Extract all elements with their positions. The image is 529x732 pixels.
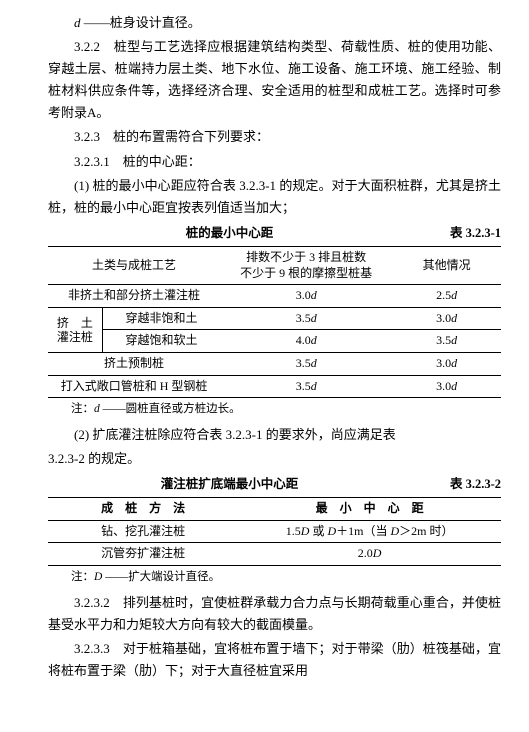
t2-r1c2: 1.5D 或 D＋1m（当 D＞2m 时） — [238, 520, 501, 543]
t1-side-l1: 挤 土 — [57, 316, 93, 330]
t1-r4c2: 3.5d — [220, 353, 392, 376]
t1-h2-l2: 不少于 9 根的摩擦型桩基 — [240, 266, 372, 280]
t1-h1: 土类与成桩工艺 — [48, 247, 220, 285]
t1-r3c2: 4.0d — [220, 330, 392, 353]
var-d: d — [74, 15, 81, 30]
table1-caption: 桩的最小中心距 — [48, 223, 411, 244]
t1-r2c3: 3.0d — [392, 307, 501, 330]
table-1: 土类与成桩工艺 排数不少于 3 排且桩数 不少于 9 根的摩擦型桩基 其他情况 … — [48, 246, 501, 398]
t2-r2c1: 沉管夯扩灌注桩 — [48, 543, 238, 566]
table-row: 土类与成桩工艺 排数不少于 3 排且桩数 不少于 9 根的摩擦型桩基 其他情况 — [48, 247, 501, 285]
t1-h3: 其他情况 — [392, 247, 501, 285]
table2-label: 表 3.2.3-2 — [411, 474, 501, 495]
t1-r1c3: 2.5d — [392, 285, 501, 308]
t2-r2c2: 2.0D — [238, 543, 501, 566]
p-3-2-3: 3.2.3 桩的布置需符合下列要求： — [48, 126, 501, 148]
table-row: 成 桩 方 法 最 小 中 心 距 — [48, 498, 501, 521]
table-row: 挤土预制桩 3.5d 3.0d — [48, 353, 501, 376]
table1-title-row: 桩的最小中心距 表 3.2.3-1 — [48, 223, 501, 244]
table-row: 沉管夯扩灌注桩 2.0D — [48, 543, 501, 566]
t1-r5c2: 3.5d — [220, 375, 392, 398]
t1-r5c1: 打入式敞口管桩和 H 型钢桩 — [48, 375, 220, 398]
t1-r5c3: 3.0d — [392, 375, 501, 398]
table-row: 穿越饱和软土 4.0d 3.5d — [48, 330, 501, 353]
t1-r2c2: 3.5d — [220, 307, 392, 330]
table-row: 非挤土和部分挤土灌注桩 3.0d 2.5d — [48, 285, 501, 308]
p-3-2-3-1: 3.2.3.1 桩的中心距： — [48, 151, 501, 173]
p-3-2-3-1-2a: (2) 扩底灌注桩除应符合表 3.2.3-1 的要求外，尚应满足表 — [48, 424, 501, 446]
t1-r4c1: 挤土预制桩 — [48, 353, 220, 376]
p-3-2-3-2: 3.2.3.2 排列基桩时，宜使桩群承载力合力点与长期荷载重心重合，并使桩基受水… — [48, 592, 501, 636]
t1-h2-l1: 排数不少于 3 排且桩数 — [246, 250, 366, 264]
t1-r1c2: 3.0d — [220, 285, 392, 308]
table2-caption: 灌注桩扩底端最小中心距 — [48, 474, 411, 495]
t1-r4c3: 3.0d — [392, 353, 501, 376]
p-3-2-2: 3.2.2 桩型与工艺选择应根据建筑结构类型、荷载性质、桩的使用功能、穿越土层、… — [48, 36, 501, 124]
t1-r2c1: 穿越非饱和土 — [102, 307, 220, 330]
table2-note: 注：D ——扩大端设计直径。 — [48, 568, 501, 588]
t1-r3c1: 穿越饱和软土 — [102, 330, 220, 353]
definition-d: d ——桩身设计直径。 — [48, 12, 501, 34]
p-3-2-3-1-1: (1) 桩的最小中心距应符合表 3.2.3-1 的规定。对于大面积桩群，尤其是挤… — [48, 175, 501, 219]
table-row: 钻、挖孔灌注桩 1.5D 或 D＋1m（当 D＞2m 时） — [48, 520, 501, 543]
t1-r1c1: 非挤土和部分挤土灌注桩 — [48, 285, 220, 308]
table-2: 成 桩 方 法 最 小 中 心 距 钻、挖孔灌注桩 1.5D 或 D＋1m（当 … — [48, 497, 501, 566]
t1-r3c3: 3.5d — [392, 330, 501, 353]
t2-h1: 成 桩 方 法 — [48, 498, 238, 521]
t1-h2: 排数不少于 3 排且桩数 不少于 9 根的摩擦型桩基 — [220, 247, 392, 285]
t1-side-l2: 灌注桩 — [57, 330, 93, 344]
table1-note: 注：d ——圆桩直径或方桩边长。 — [48, 400, 501, 420]
t2-h2: 最 小 中 心 距 — [238, 498, 501, 521]
def-d-text: ——桩身设计直径。 — [84, 15, 201, 30]
table2-title-row: 灌注桩扩底端最小中心距 表 3.2.3-2 — [48, 474, 501, 495]
p-3-2-3-3: 3.2.3.3 对于桩箱基础，宜将桩布置于墙下；对于带梁（肋）桩筏基础，宜将桩布… — [48, 638, 501, 682]
table-row: 挤 土 灌注桩 穿越非饱和土 3.5d 3.0d — [48, 307, 501, 330]
t1-side: 挤 土 灌注桩 — [48, 307, 102, 352]
table1-label: 表 3.2.3-1 — [411, 223, 501, 244]
table-row: 打入式敞口管桩和 H 型钢桩 3.5d 3.0d — [48, 375, 501, 398]
t2-r1c1: 钻、挖孔灌注桩 — [48, 520, 238, 543]
p-3-2-3-1-2b: 3.2.3-2 的规定。 — [48, 448, 501, 470]
